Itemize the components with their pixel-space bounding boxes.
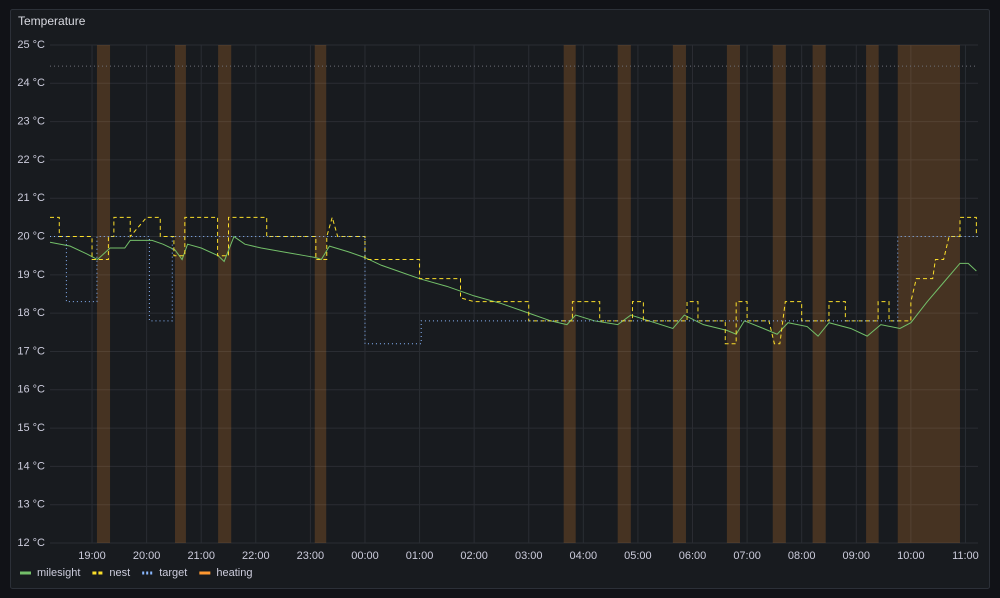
legend-label: milesight [37, 567, 80, 579]
y-tick-label: 16 °C [17, 384, 45, 396]
series-line [50, 236, 978, 345]
panel-frame [10, 9, 990, 589]
legend-label: heating [216, 567, 252, 579]
x-tick-label: 02:00 [460, 550, 488, 562]
y-tick-label: 23 °C [17, 116, 45, 128]
heating-band [175, 45, 186, 543]
x-tick-label: 00:00 [351, 550, 379, 562]
series-line [50, 215, 977, 345]
series-line [49, 235, 977, 337]
legend-item: nest [92, 567, 130, 579]
x-tick-label: 20:00 [133, 550, 161, 562]
heating-band [672, 45, 686, 543]
y-tick-label: 24 °C [17, 77, 45, 89]
x-tick-label: 06:00 [679, 550, 707, 562]
x-tick-label: 22:00 [242, 550, 270, 562]
legend-label: nest [109, 567, 130, 579]
y-tick-label: 12 °C [17, 537, 45, 549]
x-tick-label: 03:00 [515, 550, 543, 562]
heating-band [812, 45, 826, 543]
heating-band [218, 45, 232, 543]
legend-item: milesight [20, 567, 80, 579]
y-tick-label: 21 °C [17, 192, 45, 204]
heating-band [897, 45, 960, 543]
y-tick-label: 17 °C [17, 345, 45, 357]
legend-label: target [159, 567, 187, 579]
heating-band [772, 45, 786, 543]
x-tick-label: 04:00 [570, 550, 598, 562]
heating-band [96, 45, 111, 543]
y-tick-label: 18 °C [17, 307, 45, 319]
legend-item: target [142, 567, 187, 579]
x-tick-label: 10:00 [897, 550, 925, 562]
chart-title: Temperature [18, 14, 86, 28]
x-tick-label: 01:00 [406, 550, 434, 562]
x-tick-label: 11:00 [952, 550, 979, 562]
x-tick-label: 21:00 [187, 550, 215, 562]
x-tick-label: 08:00 [788, 550, 816, 562]
y-tick-label: 19 °C [17, 269, 45, 281]
x-tick-label: 19:00 [78, 550, 106, 562]
y-tick-label: 15 °C [17, 422, 45, 434]
heating-band [866, 45, 879, 543]
x-tick-label: 05:00 [624, 550, 652, 562]
y-tick-label: 14 °C [17, 460, 45, 472]
heating-band [563, 45, 576, 543]
x-tick-label: 23:00 [297, 550, 325, 562]
x-tick-label: 07:00 [733, 550, 761, 562]
heating-band [726, 45, 740, 543]
y-tick-label: 22 °C [17, 154, 45, 166]
y-tick-label: 20 °C [17, 230, 45, 242]
heating-band [617, 45, 631, 543]
heating-band [314, 45, 327, 543]
legend-item: heating [199, 567, 252, 579]
y-tick-label: 13 °C [17, 499, 45, 511]
y-tick-label: 25 °C [17, 39, 45, 51]
x-tick-label: 09:00 [843, 550, 871, 562]
